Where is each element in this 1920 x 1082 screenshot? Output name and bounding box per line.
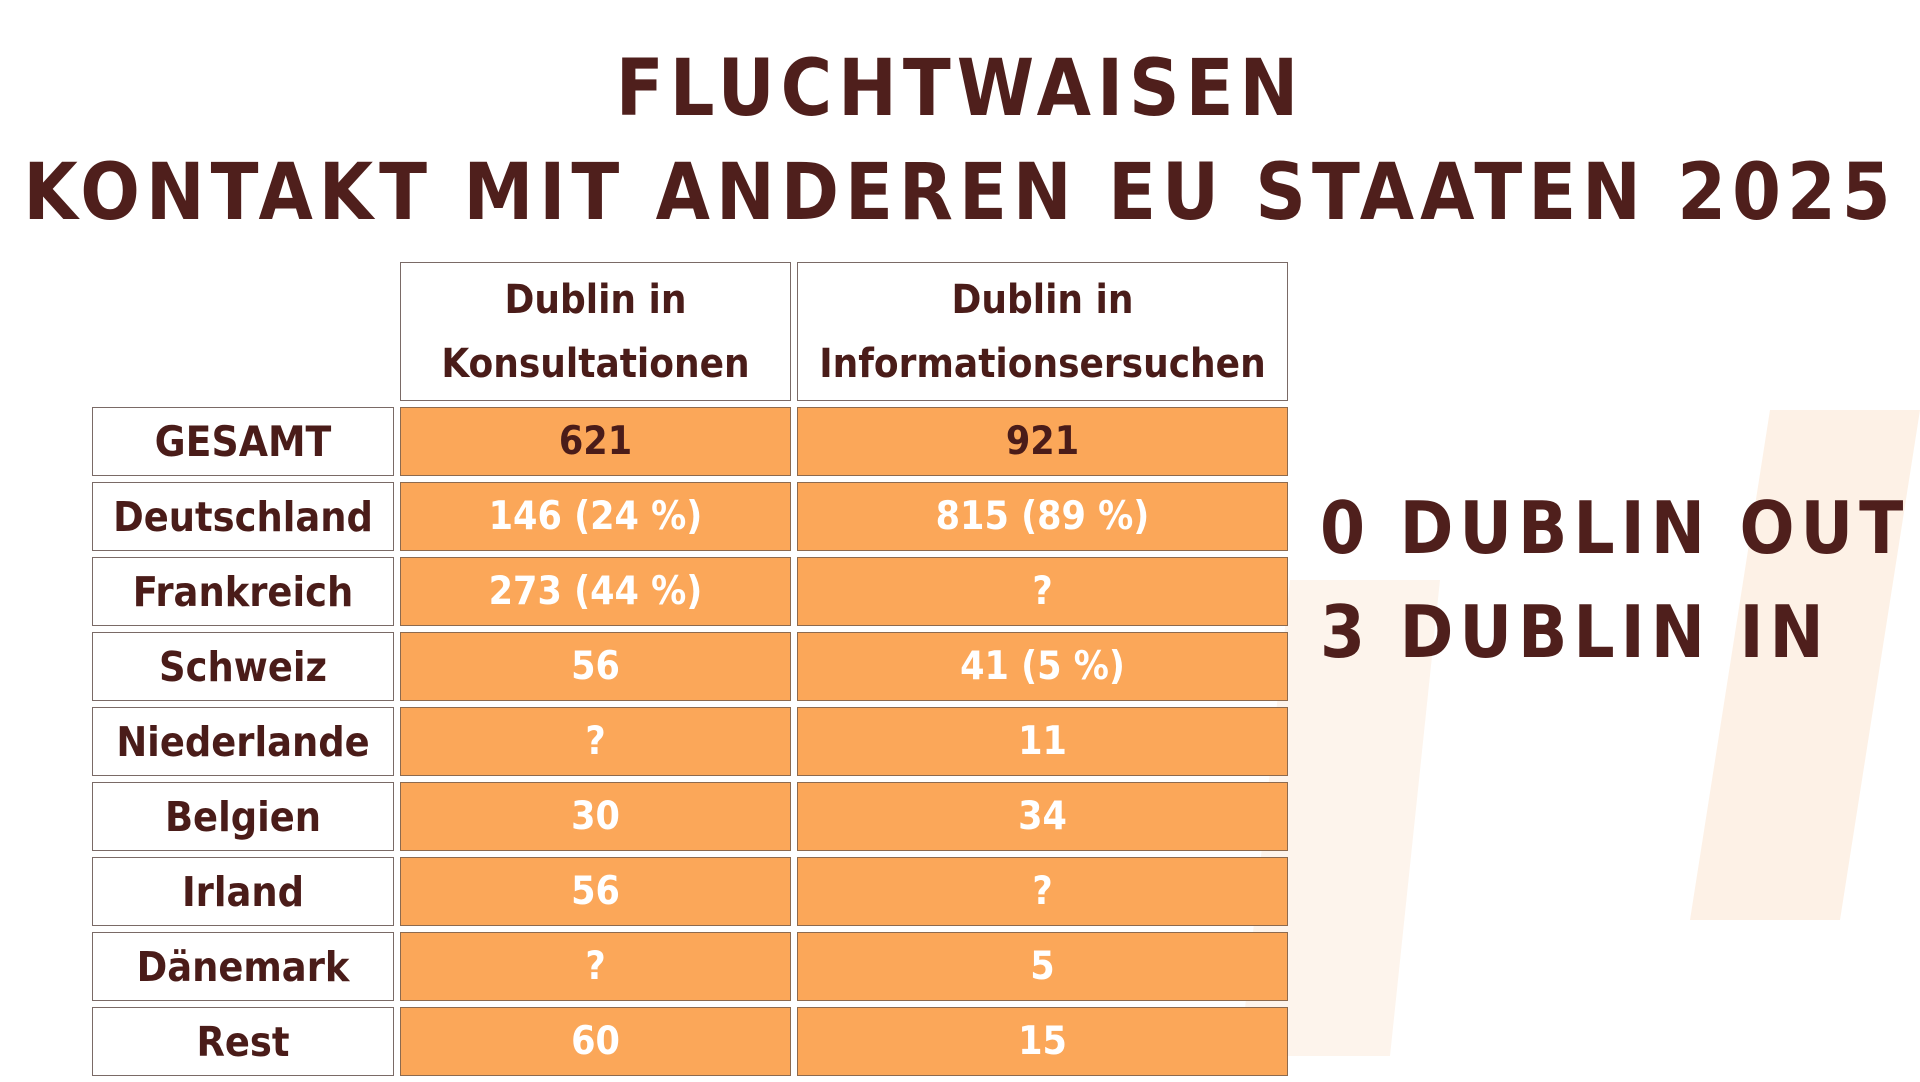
- cell-konsultationen: 146 (24 %): [400, 482, 791, 551]
- row-label: Niederlande: [92, 707, 394, 776]
- table-row: Irland 56 ?: [92, 857, 1288, 926]
- table-row: Rest 60 15: [92, 1007, 1288, 1076]
- row-label: Dänemark: [92, 932, 394, 1001]
- row-label: Frankreich: [92, 557, 394, 626]
- row-label: Irland: [92, 857, 394, 926]
- cell-informationsersuchen: 15: [797, 1007, 1288, 1076]
- cell-konsultationen: ?: [400, 932, 791, 1001]
- row-label: GESAMT: [92, 407, 394, 476]
- table-row: Frankreich 273 (44 %) ?: [92, 557, 1288, 626]
- column-header-konsultationen: Dublin in Konsultationen: [400, 262, 791, 401]
- dublin-out-note: 0 DUBLIN OUT: [1320, 486, 1910, 570]
- cell-konsultationen: 273 (44 %): [400, 557, 791, 626]
- cell-konsultationen: ?: [400, 707, 791, 776]
- cell-konsultationen: 56: [400, 632, 791, 701]
- cell-informationsersuchen: 41 (5 %): [797, 632, 1288, 701]
- cell-konsultationen: 621: [400, 407, 791, 476]
- row-label: Deutschland: [92, 482, 394, 551]
- cell-informationsersuchen: 921: [797, 407, 1288, 476]
- cell-konsultationen: 30: [400, 782, 791, 851]
- cell-informationsersuchen: 5: [797, 932, 1288, 1001]
- dublin-in-note: 3 DUBLIN IN: [1320, 590, 1830, 674]
- table-row: Dänemark ? 5: [92, 932, 1288, 1001]
- cell-informationsersuchen: 815 (89 %): [797, 482, 1288, 551]
- cell-konsultationen: 56: [400, 857, 791, 926]
- cell-konsultationen: 60: [400, 1007, 791, 1076]
- cell-informationsersuchen: 34: [797, 782, 1288, 851]
- cell-informationsersuchen: ?: [797, 857, 1288, 926]
- page-subtitle: KONTAKT MIT ANDEREN EU STAATEN 2025: [23, 148, 1897, 238]
- cell-informationsersuchen: ?: [797, 557, 1288, 626]
- table-row: Deutschland 146 (24 %) 815 (89 %): [92, 482, 1288, 551]
- table-row: Belgien 30 34: [92, 782, 1288, 851]
- table-header-row: Dublin in Konsultationen Dublin in Infor…: [92, 262, 1288, 401]
- table-corner-cell: [92, 262, 394, 401]
- table-row: GESAMT 621 921: [92, 407, 1288, 476]
- column-header-informationsersuchen: Dublin in Informationsersuchen: [797, 262, 1288, 401]
- cell-informationsersuchen: 11: [797, 707, 1288, 776]
- row-label: Belgien: [92, 782, 394, 851]
- row-label: Schweiz: [92, 632, 394, 701]
- table-row: Schweiz 56 41 (5 %): [92, 632, 1288, 701]
- page-title: FLUCHTWAISEN: [615, 44, 1305, 134]
- row-label: Rest: [92, 1007, 394, 1076]
- table-row: Niederlande ? 11: [92, 707, 1288, 776]
- dublin-table: Dublin in Konsultationen Dublin in Infor…: [86, 256, 1294, 1082]
